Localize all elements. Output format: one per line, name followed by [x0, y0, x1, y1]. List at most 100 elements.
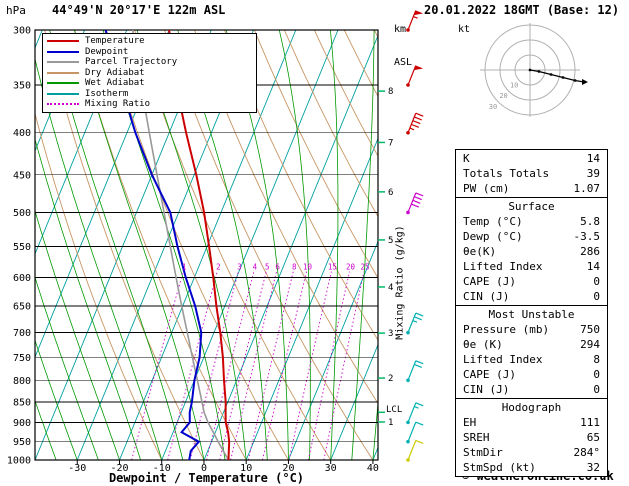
- hodograph-trace-point: [537, 70, 541, 73]
- legend-line-sample: [47, 82, 79, 85]
- mixing-ratio-value-label: 6: [275, 262, 280, 271]
- table-section: Hodograph EH 111 SREH 65 StmDir 284° StmSpd (kt…: [455, 398, 608, 477]
- table-row: K 14: [456, 151, 607, 166]
- table-row: Temp (°C) 5.8: [456, 214, 607, 229]
- table-row-label: PW (cm): [463, 182, 510, 195]
- pressure-tick-label: 700: [13, 328, 31, 339]
- table-row: θe(K) 286: [456, 244, 607, 259]
- x-axis-label: Dewpoint / Temperature (°C): [108, 471, 305, 485]
- pressure-tick-label: 850: [13, 397, 31, 408]
- dry-adiabat-line: [224, 30, 378, 341]
- table-row: CIN (J) 0: [456, 382, 607, 397]
- mixing-ratio-value-label: 4: [253, 262, 258, 271]
- dry-adiabat-line: [253, 30, 378, 279]
- table-row-value: 1.07: [573, 182, 601, 195]
- isotherm-line: [330, 343, 378, 460]
- table-section-title: Surface: [508, 200, 555, 213]
- table-section: Most Unstable Pressure (mb) 750 θe (K) 294 Li…: [455, 305, 608, 399]
- lcl-label: LCL: [386, 405, 403, 415]
- table-row: CAPE (J) 0: [456, 367, 607, 382]
- datetime-title: 20.01.2022 18GMT (Base: 12): [424, 3, 620, 17]
- wet-adiabat-line: [372, 398, 378, 460]
- altitude-unit-km: km: [394, 24, 407, 35]
- table-row-value: 39: [586, 167, 600, 180]
- table-row: SREH 65: [456, 430, 607, 445]
- table-section: Surface Temp (°C) 5.8 Dewp (°C) -3.5 θe(K) 286…: [455, 197, 608, 306]
- table-row-value: 32: [586, 461, 600, 474]
- station-title: 44°49'N 20°17'E 122m ASL: [52, 3, 226, 17]
- wind-barb: [406, 402, 424, 425]
- table-row: Totals Totals 39: [456, 166, 607, 181]
- mixing-ratio-line: [219, 271, 267, 460]
- table-row-label: K: [463, 152, 470, 165]
- table-row-value: 0: [593, 368, 600, 381]
- parcel-trajectory-line: [131, 30, 230, 460]
- legend-item-label: Dry Adiabat: [85, 67, 145, 78]
- mixing-ratio-value-label: 8: [292, 262, 297, 271]
- temp-tick-label: 10: [240, 463, 252, 474]
- wind-barb: [406, 421, 424, 444]
- pressure-tick-label: 550: [13, 242, 31, 253]
- km-tick-label: 2: [388, 374, 393, 384]
- table-row-label: StmDir: [463, 446, 503, 459]
- table-row-label: Temp (°C): [463, 215, 523, 228]
- mixing-ratio-value-label: 3: [237, 262, 242, 271]
- wet-adiabat-line: [35, 339, 78, 460]
- wet-adiabat-line: [35, 399, 57, 460]
- mixing-ratio-line: [323, 271, 365, 460]
- mixing-ratio-line: [307, 271, 351, 460]
- hodograph-trace-point: [549, 73, 553, 76]
- km-tick-label: 8: [388, 87, 393, 97]
- hodograph-trace-point: [573, 79, 577, 82]
- hodograph-unit-label: kt: [458, 24, 471, 35]
- pressure-tick-label: 800: [13, 376, 31, 387]
- isotherm-line: [245, 137, 378, 460]
- hodograph-trace-point: [561, 76, 565, 79]
- mixing-ratio-line: [262, 271, 307, 460]
- temp-tick-label: -20: [110, 463, 128, 474]
- pressure-tick-label: 350: [13, 81, 31, 92]
- altitude-unit-label: km ASL: [394, 2, 418, 90]
- legend-item-label: Dewpoint: [85, 46, 129, 57]
- table-row-label: EH: [463, 416, 477, 429]
- legend-box: Temperature Dewpoint Parcel Trajectory Dry …: [42, 33, 257, 113]
- table-row-value: 14: [586, 152, 600, 165]
- legend-item-label: Isotherm: [85, 88, 129, 99]
- hodograph-arrow: [582, 79, 588, 85]
- hodograph-ring-label: 10: [510, 82, 518, 90]
- wind-barb: [406, 112, 424, 135]
- table-row-value: 0: [593, 290, 600, 303]
- dry-adiabat-line: [313, 30, 378, 158]
- table-row-value: 750: [580, 323, 600, 336]
- pressure-tick-label: 300: [13, 26, 31, 37]
- table-row: CIN (J) 0: [456, 289, 607, 304]
- table-row-label: Lifted Index: [463, 353, 543, 366]
- table-row: Pressure (mb) 750: [456, 322, 607, 337]
- table-row: EH 111: [456, 415, 607, 430]
- table-section-title: Most Unstable: [488, 308, 575, 321]
- table-row: StmSpd (kt) 32: [456, 460, 607, 475]
- isotherm-line: [161, 30, 339, 460]
- table-row-label: StmSpd (kt): [463, 461, 536, 474]
- temp-tick-label: -10: [153, 463, 171, 474]
- hodograph-ring: [484, 24, 576, 116]
- table-row-value: 111: [580, 416, 600, 429]
- table-row-label: CIN (J): [463, 290, 510, 303]
- mixing-ratio-value-label: 15: [328, 262, 337, 271]
- table-row-label: SREH: [463, 431, 490, 444]
- hodograph-ring-label: 20: [499, 92, 507, 100]
- isotherm-line: [287, 240, 378, 460]
- mixing-ratio-line: [230, 271, 277, 460]
- pressure-tick-label: 400: [13, 128, 31, 139]
- hodograph-trace: [529, 69, 585, 83]
- table-row-value: 294: [580, 338, 600, 351]
- km-tick-label: 5: [388, 236, 393, 246]
- mixing-ratio-line: [288, 271, 332, 460]
- table-row-value: -3.5: [573, 230, 601, 243]
- wind-barb: [406, 10, 424, 32]
- mixing-ratio-value-label: 10: [303, 262, 313, 271]
- mixing-ratio-line: [131, 271, 184, 460]
- legend-item: Mixing Ratio: [47, 99, 252, 110]
- hodograph-ring-label: 30: [489, 103, 497, 111]
